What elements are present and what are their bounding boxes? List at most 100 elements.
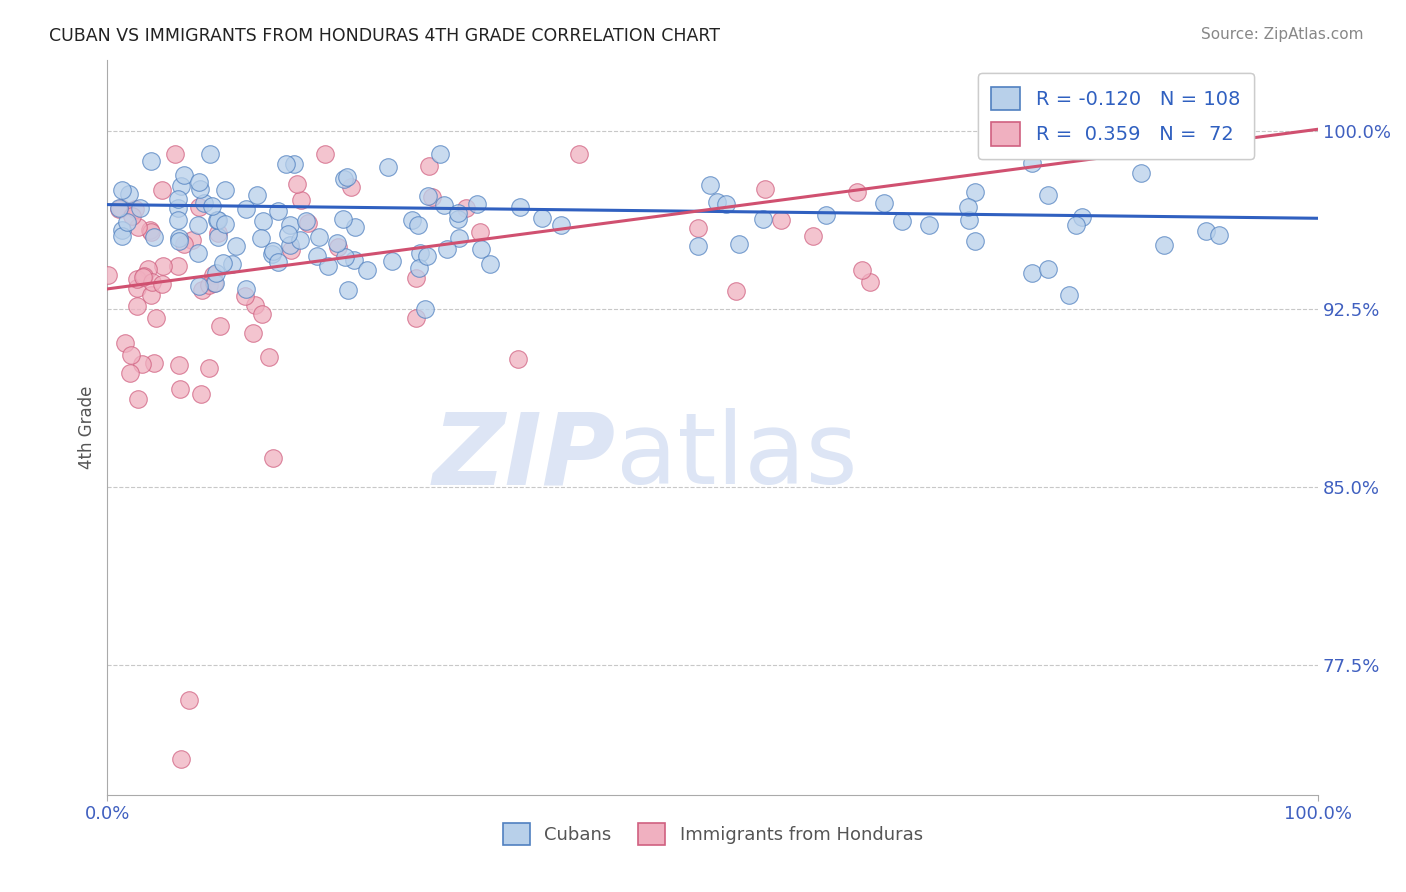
Point: [141, 225, 163, 239]
Point: [243, 298, 266, 312]
Point: [918, 218, 941, 232]
Point: [957, 212, 980, 227]
Point: [150, 277, 173, 291]
Point: [128, 201, 150, 215]
Point: [845, 186, 868, 200]
Point: [127, 220, 149, 235]
Point: [454, 202, 477, 216]
Point: [200, 147, 222, 161]
Point: [235, 202, 257, 216]
Point: [190, 283, 212, 297]
Point: [468, 225, 491, 239]
Point: [257, 350, 280, 364]
Point: [187, 219, 209, 233]
Point: [167, 201, 190, 215]
Point: [267, 255, 290, 269]
Point: [728, 237, 751, 252]
Point: [377, 161, 399, 175]
Point: [190, 386, 212, 401]
Point: [167, 234, 190, 248]
Point: [381, 253, 404, 268]
Point: [150, 182, 173, 196]
Point: [568, 147, 591, 161]
Point: [688, 220, 710, 235]
Point: [873, 196, 896, 211]
Point: [686, 238, 709, 252]
Point: [339, 179, 361, 194]
Point: [406, 218, 429, 232]
Point: [308, 230, 330, 244]
Point: [249, 231, 271, 245]
Point: [188, 200, 211, 214]
Point: [152, 259, 174, 273]
Point: [202, 268, 225, 282]
Point: [314, 147, 336, 161]
Point: [131, 357, 153, 371]
Point: [134, 269, 156, 284]
Point: [124, 202, 146, 216]
Point: [120, 348, 142, 362]
Point: [181, 233, 204, 247]
Point: [433, 198, 456, 212]
Point: [343, 253, 366, 268]
Point: [235, 282, 257, 296]
Point: [305, 249, 328, 263]
Point: [188, 182, 211, 196]
Point: [479, 257, 502, 271]
Point: [173, 168, 195, 182]
Point: [193, 195, 215, 210]
Point: [1195, 224, 1218, 238]
Point: [465, 196, 488, 211]
Point: [120, 366, 142, 380]
Point: [214, 183, 236, 197]
Point: [121, 209, 143, 223]
Point: [416, 249, 439, 263]
Point: [1038, 188, 1060, 202]
Point: [252, 214, 274, 228]
Point: [205, 213, 228, 227]
Point: [246, 187, 269, 202]
Point: [294, 214, 316, 228]
Point: [401, 213, 423, 227]
Point: [509, 200, 531, 214]
Point: [198, 360, 221, 375]
Point: [267, 203, 290, 218]
Point: [207, 212, 229, 227]
Point: [530, 211, 553, 225]
Point: [280, 243, 302, 257]
Point: [332, 212, 354, 227]
Point: [97, 268, 120, 282]
Point: [851, 263, 873, 277]
Point: [187, 245, 209, 260]
Point: [169, 382, 191, 396]
Point: [891, 213, 914, 227]
Point: [274, 156, 297, 170]
Point: [166, 213, 188, 227]
Point: [127, 392, 149, 407]
Point: [283, 156, 305, 170]
Point: [1021, 266, 1043, 280]
Point: [127, 300, 149, 314]
Point: [167, 193, 190, 207]
Point: [550, 218, 572, 232]
Point: [111, 223, 134, 237]
Point: [815, 208, 838, 222]
Text: CUBAN VS IMMIGRANTS FROM HONDURAS 4TH GRADE CORRELATION CHART: CUBAN VS IMMIGRANTS FROM HONDURAS 4TH GR…: [49, 27, 720, 45]
Point: [107, 201, 129, 215]
Point: [278, 238, 301, 252]
Text: Source: ZipAtlas.com: Source: ZipAtlas.com: [1201, 27, 1364, 42]
Point: [141, 288, 163, 302]
Point: [418, 159, 440, 173]
Point: [326, 236, 349, 251]
Point: [956, 200, 979, 214]
Point: [127, 272, 149, 286]
Point: [337, 283, 360, 297]
Point: [965, 186, 987, 200]
Point: [214, 218, 236, 232]
Point: [1130, 166, 1153, 180]
Point: [111, 229, 134, 244]
Point: [356, 262, 378, 277]
Point: [169, 358, 191, 372]
Point: [205, 266, 228, 280]
Point: [470, 242, 492, 256]
